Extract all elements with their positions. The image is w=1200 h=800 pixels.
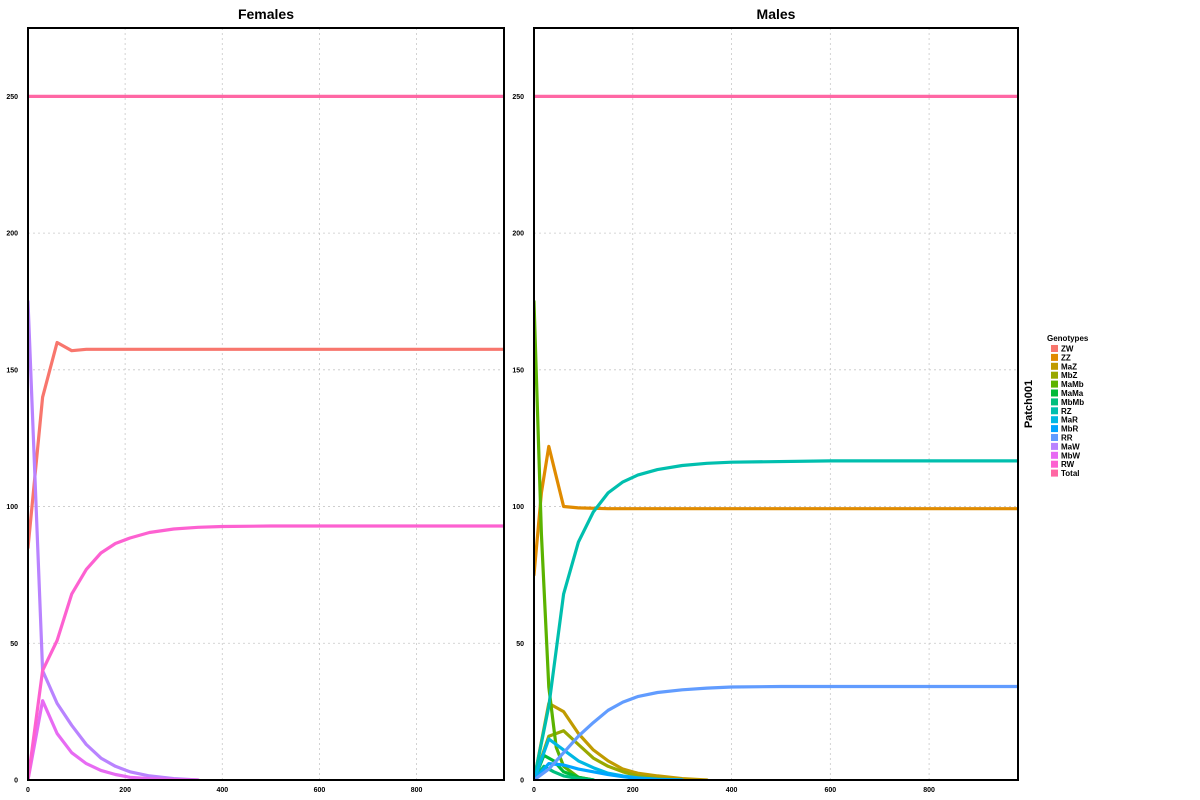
legend-swatch <box>1051 407 1058 415</box>
legend-label: RW <box>1061 460 1075 469</box>
y-tick-label: 150 <box>512 367 524 374</box>
legend-swatch <box>1051 371 1058 379</box>
y-tick-label: 250 <box>512 94 524 101</box>
x-tick-label: 600 <box>824 787 836 794</box>
legend-label: RZ <box>1061 407 1072 416</box>
series-line-rz <box>534 459 1018 780</box>
panel-males: Males 0 200 400 600 800 0 50 100 150 200 250 <box>512 6 1019 794</box>
y-tick-label: 0 <box>520 778 524 785</box>
legend-label: MbW <box>1061 451 1081 460</box>
series-line-mbw <box>28 699 200 780</box>
series-line-zz <box>534 444 1018 577</box>
legend-swatch <box>1051 460 1058 468</box>
y-tick-label: 0 <box>14 778 18 785</box>
y-tick-label: 200 <box>512 231 524 238</box>
legend-label: Total <box>1061 469 1080 478</box>
legend-item: ZZ <box>1051 353 1071 362</box>
x-tick-label: 0 <box>26 787 30 794</box>
legend-item: Total <box>1051 469 1080 478</box>
legend-label: MaZ <box>1061 362 1077 371</box>
legend-item: RW <box>1051 460 1075 469</box>
legend-swatch <box>1051 345 1058 352</box>
series-line-rr <box>534 684 1018 780</box>
legend-item: MbZ <box>1051 371 1078 380</box>
legend-label: MaMb <box>1061 380 1084 389</box>
x-tick-label: 800 <box>923 787 935 794</box>
series-line-mbr <box>534 762 684 780</box>
y-tick-label: 50 <box>516 641 524 648</box>
x-tick-label: 200 <box>627 787 639 794</box>
legend-swatch <box>1051 434 1058 441</box>
x-tick-label: 0 <box>532 787 536 794</box>
y-tick-label: 250 <box>6 94 18 101</box>
legend-item: RZ <box>1051 407 1072 416</box>
legend-item: RR <box>1051 434 1073 443</box>
panel-title: Females <box>238 6 294 22</box>
series-line-maz <box>534 701 709 780</box>
legend-label: MaW <box>1061 442 1080 451</box>
x-tick-label: 600 <box>314 787 326 794</box>
legend-swatch <box>1051 416 1058 424</box>
series-line-maw <box>28 299 200 780</box>
panel-frame <box>533 27 1019 781</box>
legend-label: MaR <box>1061 416 1078 425</box>
panel-title: Males <box>757 6 796 22</box>
series-line-mamb <box>534 299 595 780</box>
legend-swatch <box>1051 362 1058 370</box>
legend-label: RR <box>1061 434 1073 443</box>
y-tick-label: 150 <box>6 367 18 374</box>
legend-label: MaMa <box>1061 389 1084 398</box>
legend-swatch <box>1051 425 1058 433</box>
series-line-zw <box>28 340 504 550</box>
legend-title: Genotypes <box>1047 334 1089 343</box>
x-tick-label: 800 <box>411 787 423 794</box>
x-tick-label: 400 <box>216 787 228 794</box>
panel-frame <box>27 27 505 781</box>
legend-swatch <box>1051 469 1058 477</box>
legend-label: ZZ <box>1061 353 1071 362</box>
legend-item: MaMa <box>1051 389 1084 398</box>
y-tick-label: 50 <box>10 641 18 648</box>
legend-item: MbW <box>1051 451 1081 460</box>
series-line-rw <box>28 524 504 780</box>
legend-item: MaR <box>1051 416 1078 425</box>
x-tick-label: 200 <box>119 787 131 794</box>
legend-item: MaMb <box>1051 380 1084 389</box>
strip-label: Patch001 <box>1023 380 1035 428</box>
legend-swatch <box>1051 451 1058 459</box>
legend-label: MbMb <box>1061 398 1084 407</box>
legend-swatch <box>1051 389 1058 397</box>
y-tick-label: 100 <box>6 504 18 511</box>
legend-item: MaW <box>1051 442 1080 451</box>
legend-swatch <box>1051 380 1058 388</box>
legend-swatch <box>1051 442 1058 450</box>
x-tick-label: 400 <box>726 787 738 794</box>
legend-item: MbR <box>1051 425 1079 434</box>
panel-females: Females 0 200 400 600 800 0 50 100 150 200 250 <box>6 6 505 794</box>
legend-label: ZW <box>1061 345 1074 354</box>
legend-item: MbMb <box>1051 398 1084 407</box>
legend-label: MbZ <box>1061 371 1078 380</box>
legend-item: MaZ <box>1051 362 1077 371</box>
y-tick-label: 100 <box>512 504 524 511</box>
legend: GenotypesZWZZMaZMbZMaMbMaMaMbMbRZMaRMbRR… <box>1047 334 1089 478</box>
y-tick-label: 200 <box>6 231 18 238</box>
legend-swatch <box>1051 353 1058 361</box>
legend-swatch <box>1051 398 1058 406</box>
legend-label: MbR <box>1061 425 1079 434</box>
legend-item: ZW <box>1051 345 1074 354</box>
